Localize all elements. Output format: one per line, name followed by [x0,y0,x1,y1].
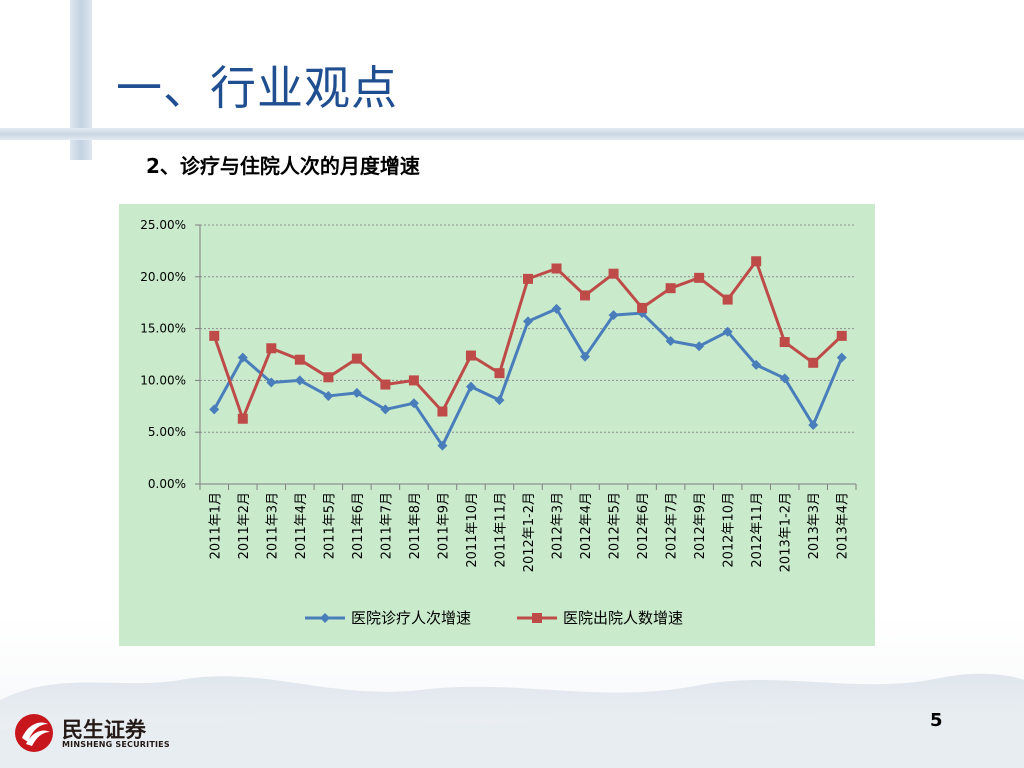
slide-title: 一、行业观点 [116,61,398,115]
x-tick-label: 2011年8月 [408,492,423,559]
y-tick-label: 15.00% [140,322,186,336]
data-point [323,390,334,401]
y-tick-label: 10.00% [140,373,186,387]
data-point [751,256,762,267]
x-tick-label: 2012年5月 [608,492,623,559]
data-point [523,273,533,284]
legend-marker [320,613,330,623]
data-point [580,351,591,362]
data-point [665,336,676,347]
data-point [608,310,619,321]
data-point [294,354,305,365]
logo-name: 民生证券 [62,718,146,742]
line-chart: 0.00% 5.00% 10.00% 15.00% 20.00% 25.00% 2011年1… [119,204,875,646]
data-point [465,350,476,361]
data-point [694,341,705,352]
x-tick-label: 2011年4月 [294,492,309,559]
x-tick-label: 2011年10月 [465,492,480,568]
data-point [237,352,248,363]
data-point [722,294,733,305]
data-point [808,357,819,368]
x-tick-label: 2011年2月 [237,492,252,559]
legend-label: 医院诊疗人次增速 [351,609,471,627]
data-point [351,353,362,364]
data-point [351,387,362,398]
data-point [808,419,819,430]
data-point [836,352,847,363]
data-point [694,272,705,283]
data-point [494,395,505,406]
x-tick-label: 2011年3月 [265,492,280,559]
x-tick-label: 2012年10月 [722,492,737,568]
y-tick-label: 25.00% [140,218,186,232]
x-tick-label: 2011年7月 [379,492,394,559]
x-tick-label: 2013年1-2月 [779,492,794,572]
chart-svg: 0.00% 5.00% 10.00% 15.00% 20.00% 25.00% 2011年1… [140,218,857,627]
y-tick-label: 0.00% [148,477,186,491]
data-point [294,375,305,386]
logo-emblem-icon [15,714,53,752]
series-line [212,307,844,448]
data-point [437,406,448,417]
data-point [494,368,505,379]
data-point [551,263,562,274]
x-tick-label: 2011年9月 [436,492,451,559]
page-number: 5 [930,710,943,731]
slide-subtitle: 2、诊疗与住院人次的月度增速 [146,154,420,178]
data-point [266,377,277,388]
x-tick-label: 2013年4月 [836,492,851,559]
x-tick-label: 2011年6月 [351,492,366,559]
x-tick-label: 2012年9月 [693,492,708,559]
data-point [323,372,334,383]
data-point [637,302,648,313]
data-point [237,413,248,424]
data-point [580,290,591,301]
x-tick-label: 2011年5月 [322,492,337,559]
logo-subtitle: MINSHENG SECURITIES [62,740,170,749]
data-point [665,283,676,294]
data-point [779,373,790,384]
y-tick-label: 20.00% [140,270,186,284]
data-point [437,440,448,451]
logo [15,714,53,752]
data-point [266,343,277,354]
decor-horizontal-bar [0,128,1024,140]
x-tick-label: 2012年3月 [551,492,566,559]
x-tick-label: 2013年3月 [807,492,822,559]
data-point [551,303,562,314]
legend-label: 医院出院人数增速 [563,609,683,627]
x-tick-label: 2012年11月 [750,492,765,568]
data-point [408,375,419,386]
data-point [380,404,391,415]
mountain-decor [0,673,1024,768]
x-tick-label: 2011年11月 [493,492,508,568]
data-point [836,330,847,341]
data-point [209,404,220,415]
series-line [212,259,843,421]
y-tick-label: 5.00% [148,425,186,439]
legend-marker [532,613,542,623]
data-point [523,316,533,327]
data-point [408,398,419,409]
x-tick-label: 2012年6月 [636,492,651,559]
data-point [722,326,733,337]
decor-vertical-bar [70,0,92,160]
x-tick-label: 2012年1-2月 [522,492,537,572]
x-tick-label: 2012年7月 [665,492,680,559]
data-point [608,268,619,279]
data-point [209,330,220,341]
x-tick-label: 2011年1月 [208,492,223,559]
data-point [751,359,762,370]
data-point [465,381,476,392]
x-tick-label: 2012年4月 [579,492,594,559]
data-point [380,379,391,390]
data-point [779,337,790,348]
